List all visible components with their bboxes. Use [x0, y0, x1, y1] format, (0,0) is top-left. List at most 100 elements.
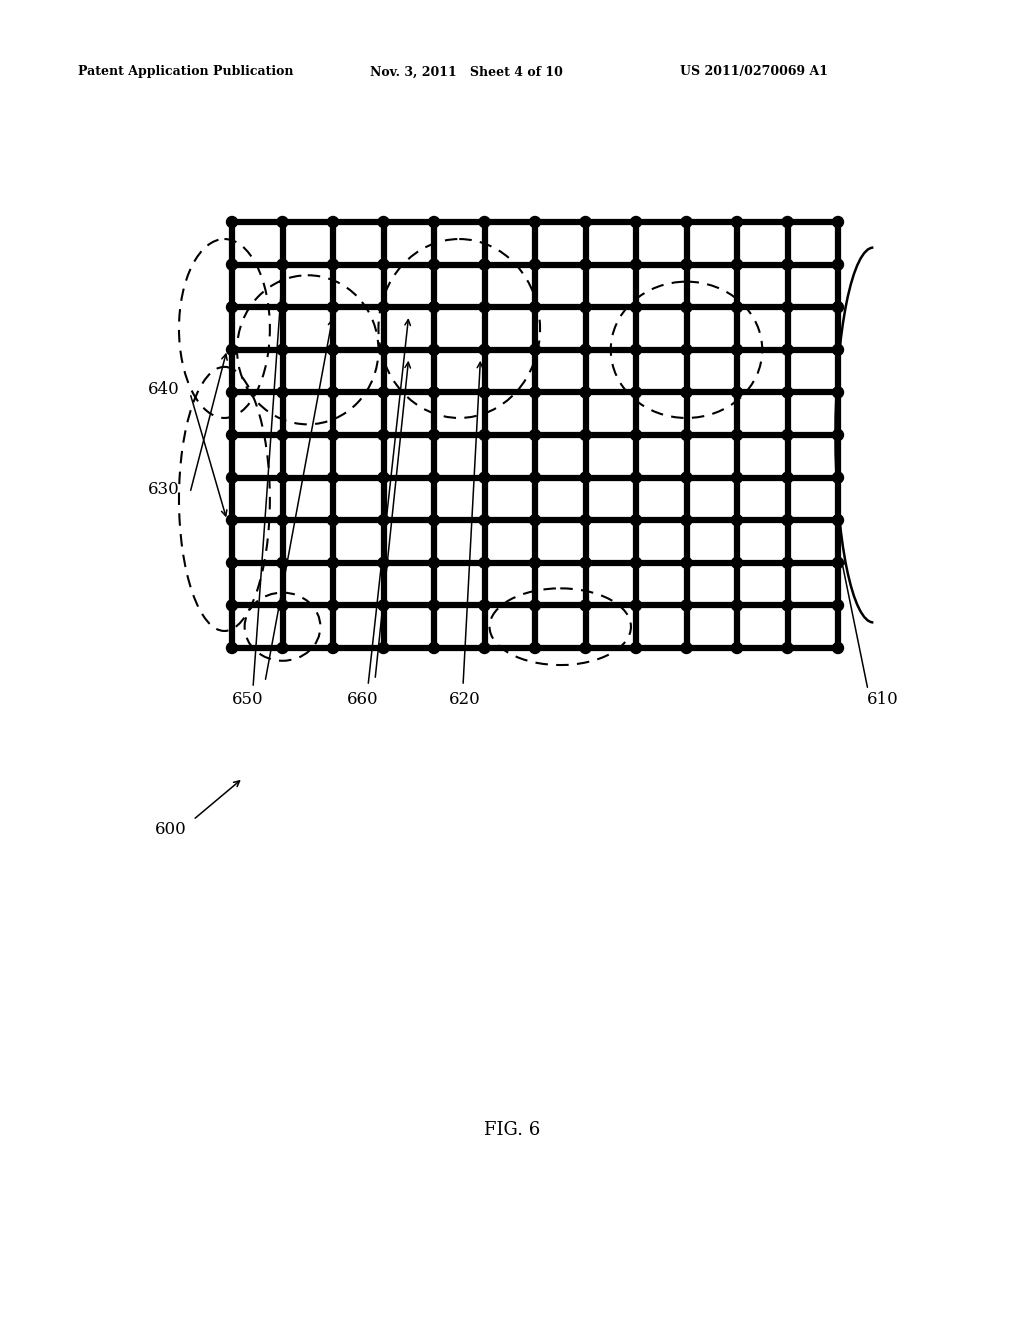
Circle shape — [278, 345, 288, 355]
Circle shape — [782, 599, 793, 611]
Circle shape — [731, 473, 742, 483]
Circle shape — [479, 302, 490, 313]
Circle shape — [428, 259, 439, 271]
Circle shape — [681, 599, 692, 611]
Circle shape — [529, 473, 541, 483]
Circle shape — [479, 259, 490, 271]
Circle shape — [731, 259, 742, 271]
Circle shape — [681, 473, 692, 483]
Circle shape — [529, 429, 541, 441]
Circle shape — [580, 473, 591, 483]
Circle shape — [328, 429, 339, 441]
Circle shape — [681, 345, 692, 355]
Circle shape — [782, 515, 793, 525]
Circle shape — [681, 216, 692, 227]
Circle shape — [529, 515, 541, 525]
Circle shape — [833, 387, 844, 397]
Circle shape — [529, 643, 541, 653]
Circle shape — [833, 216, 844, 227]
Circle shape — [378, 216, 389, 227]
Circle shape — [782, 643, 793, 653]
Text: US 2011/0270069 A1: US 2011/0270069 A1 — [680, 66, 828, 78]
Circle shape — [580, 259, 591, 271]
Circle shape — [833, 259, 844, 271]
Text: FIG. 6: FIG. 6 — [484, 1121, 540, 1139]
Circle shape — [226, 216, 238, 227]
Text: 600: 600 — [155, 821, 186, 838]
Circle shape — [428, 515, 439, 525]
Circle shape — [278, 473, 288, 483]
Circle shape — [226, 473, 238, 483]
Circle shape — [731, 557, 742, 569]
Circle shape — [782, 216, 793, 227]
Circle shape — [580, 216, 591, 227]
Circle shape — [479, 473, 490, 483]
Circle shape — [631, 302, 641, 313]
Circle shape — [428, 599, 439, 611]
Circle shape — [631, 429, 641, 441]
Circle shape — [580, 557, 591, 569]
Circle shape — [681, 302, 692, 313]
Circle shape — [782, 259, 793, 271]
Circle shape — [328, 302, 339, 313]
Circle shape — [226, 515, 238, 525]
Text: 660: 660 — [347, 692, 379, 709]
Circle shape — [328, 643, 339, 653]
Circle shape — [782, 345, 793, 355]
Circle shape — [833, 515, 844, 525]
Circle shape — [782, 473, 793, 483]
Circle shape — [529, 302, 541, 313]
Circle shape — [378, 387, 389, 397]
Circle shape — [731, 216, 742, 227]
Circle shape — [529, 345, 541, 355]
Text: Nov. 3, 2011   Sheet 4 of 10: Nov. 3, 2011 Sheet 4 of 10 — [370, 66, 563, 78]
Circle shape — [731, 599, 742, 611]
Circle shape — [731, 302, 742, 313]
Circle shape — [226, 599, 238, 611]
Circle shape — [681, 259, 692, 271]
Circle shape — [278, 643, 288, 653]
Circle shape — [479, 557, 490, 569]
Circle shape — [731, 643, 742, 653]
Text: 640: 640 — [148, 381, 180, 399]
Circle shape — [580, 599, 591, 611]
Text: 650: 650 — [232, 692, 264, 709]
Circle shape — [681, 557, 692, 569]
Circle shape — [479, 387, 490, 397]
Circle shape — [328, 515, 339, 525]
Circle shape — [226, 557, 238, 569]
Circle shape — [278, 515, 288, 525]
Circle shape — [278, 429, 288, 441]
Circle shape — [631, 216, 641, 227]
Circle shape — [226, 302, 238, 313]
Circle shape — [428, 557, 439, 569]
Circle shape — [631, 515, 641, 525]
Text: 610: 610 — [867, 692, 899, 709]
Circle shape — [479, 599, 490, 611]
Circle shape — [631, 345, 641, 355]
Circle shape — [833, 429, 844, 441]
Circle shape — [328, 599, 339, 611]
Circle shape — [782, 557, 793, 569]
Circle shape — [428, 643, 439, 653]
Circle shape — [278, 599, 288, 611]
Circle shape — [580, 429, 591, 441]
Circle shape — [631, 387, 641, 397]
Circle shape — [731, 345, 742, 355]
Circle shape — [328, 557, 339, 569]
Circle shape — [278, 216, 288, 227]
Circle shape — [681, 643, 692, 653]
Circle shape — [428, 302, 439, 313]
Circle shape — [428, 216, 439, 227]
Circle shape — [278, 557, 288, 569]
Circle shape — [328, 216, 339, 227]
Text: 630: 630 — [148, 482, 180, 499]
Circle shape — [479, 429, 490, 441]
Circle shape — [631, 557, 641, 569]
Circle shape — [731, 429, 742, 441]
Circle shape — [529, 216, 541, 227]
Circle shape — [428, 387, 439, 397]
Circle shape — [278, 259, 288, 271]
Circle shape — [631, 643, 641, 653]
Circle shape — [731, 515, 742, 525]
